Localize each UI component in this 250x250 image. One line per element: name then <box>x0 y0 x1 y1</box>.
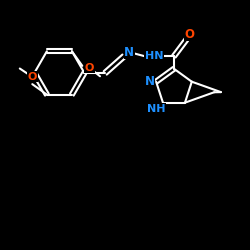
Text: O: O <box>28 72 37 82</box>
Text: N: N <box>145 75 155 88</box>
Text: O: O <box>85 63 94 73</box>
Text: O: O <box>184 28 194 41</box>
Text: HN: HN <box>145 51 164 61</box>
Text: NH: NH <box>148 104 166 114</box>
Text: N: N <box>124 46 134 59</box>
